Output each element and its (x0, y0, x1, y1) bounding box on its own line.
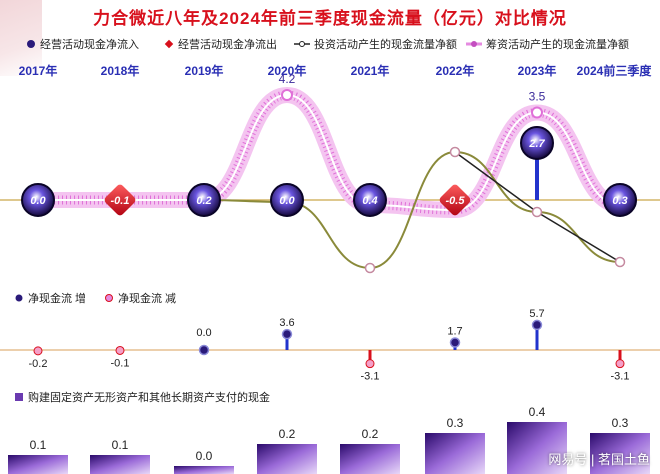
legend-net-down: 净现金流 减 (104, 290, 176, 306)
capex-value-label: 0.2 (279, 427, 296, 441)
net-value-label: -3.1 (361, 371, 380, 383)
invest-line (203, 150, 621, 270)
op-value-label: 0.3 (612, 195, 627, 207)
finance-value-label: 3.5 (529, 90, 546, 104)
op-out-diamond (104, 184, 136, 216)
invest-point (614, 256, 626, 268)
op-in-ball (520, 126, 554, 160)
legend-finance-label: 筹资活动产生的现金流量净额 (486, 39, 629, 51)
op-value-label: -0.1 (111, 195, 130, 207)
capex-bar (257, 444, 317, 474)
legend-net-up-label: 净现金流 增 (28, 293, 87, 305)
legend-net-down-label: 净现金流 减 (118, 293, 177, 305)
legend-op-out: 经营活动现金净流出 (164, 36, 277, 52)
finance-point (531, 106, 543, 119)
year-label: 2024前三季度 (576, 64, 652, 78)
capex-bar (590, 433, 650, 474)
op-value-label: 0.2 (196, 195, 211, 207)
capex-value-label: 0.1 (30, 438, 47, 452)
op-value-label: 2.7 (528, 138, 545, 150)
net-value-label: 3.6 (279, 317, 294, 329)
year-label: 2018年 (100, 64, 140, 78)
legend-capex-icon (15, 393, 23, 401)
finance-point (281, 89, 293, 101)
net-point (365, 359, 375, 369)
legend-finance: 筹资活动产生的现金流量净额 (466, 36, 629, 52)
legend-finance-icon (466, 41, 482, 47)
chart-title: 力合微近八年及2024年前三季度现金流量（亿元）对比情况 (93, 9, 567, 28)
legend-invest-icon (294, 41, 310, 47)
capex-bar (340, 444, 400, 474)
legend-invest-label: 投资活动产生的现金流量净额 (314, 39, 457, 51)
op-value-label: -0.5 (446, 195, 466, 207)
capex-bar (425, 433, 485, 474)
net-point (198, 344, 210, 356)
invest-point (531, 206, 543, 218)
legend-capex: 购建固定资产无形资产和其他长期资产支付的现金 (14, 389, 270, 405)
year-label: 2017年 (18, 64, 58, 78)
net-point (33, 346, 43, 356)
year-label: 2020年 (267, 64, 307, 78)
legend-op-out-icon (164, 39, 174, 49)
op-in-ball (603, 183, 637, 217)
invest-point (364, 262, 376, 274)
watermark: 网易号 | 茗国土鱼 (548, 452, 650, 467)
legend-top: 经营活动现金净流入 经营活动现金净流出 投资活动产生的现金流量净额 筹资活动产生… (0, 36, 660, 54)
net-value-label: -0.1 (111, 357, 130, 369)
net-value-label: -0.2 (29, 358, 48, 370)
legend-net-up-icon (15, 294, 23, 302)
capex-value-label: 0.4 (529, 405, 546, 419)
legend-op-in: 经营活动现金净流入 (26, 36, 139, 52)
invest-point (449, 146, 461, 158)
legend-op-out-label: 经营活动现金净流出 (178, 39, 277, 51)
capex-value-label: 0.0 (196, 449, 213, 463)
net-point (281, 328, 293, 340)
op-value-label: 0.0 (279, 195, 295, 207)
net-point (115, 345, 125, 355)
net-value-label: -3.1 (611, 371, 630, 383)
capex-bar (90, 455, 150, 474)
legend-net-up: 净现金流 增 (14, 290, 86, 306)
net-value-label: 1.7 (447, 326, 462, 338)
year-label: 2022年 (435, 64, 475, 78)
corner-decoration (0, 0, 42, 76)
op-out-diamond (439, 184, 471, 216)
capex-value-label: 0.3 (447, 416, 464, 430)
capex-value-label: 0.2 (362, 427, 379, 441)
year-label: 2021年 (350, 64, 390, 78)
op-value-label: 0.0 (30, 195, 46, 207)
net-value-label: 0.0 (196, 327, 211, 339)
net-point (449, 337, 461, 348)
legend-op-in-icon (27, 40, 35, 48)
legend-invest: 投资活动产生的现金流量净额 (294, 36, 457, 52)
finance-value-label: 4.2 (279, 72, 296, 86)
legend-op-in-label: 经营活动现金净流入 (40, 39, 139, 51)
op-in-ball (187, 183, 221, 217)
capex-value-label: 0.3 (612, 416, 629, 430)
legend-net-down-icon (105, 294, 113, 302)
net-point (531, 319, 543, 331)
net-point (615, 359, 625, 369)
year-label: 2019年 (184, 64, 224, 78)
year-label: 2023年 (517, 64, 557, 78)
legend-capex-label: 购建固定资产无形资产和其他长期资产支付的现金 (28, 392, 270, 404)
op-in-ball (353, 183, 387, 217)
net-value-label: 5.7 (529, 308, 544, 320)
capex-bar (174, 466, 234, 474)
capex-value-label: 0.1 (112, 438, 129, 452)
op-in-ball (21, 183, 55, 217)
op-value-label: 0.4 (362, 195, 377, 207)
capex-bar (8, 455, 68, 474)
capex-bar (507, 422, 567, 474)
op-in-ball (270, 183, 304, 217)
